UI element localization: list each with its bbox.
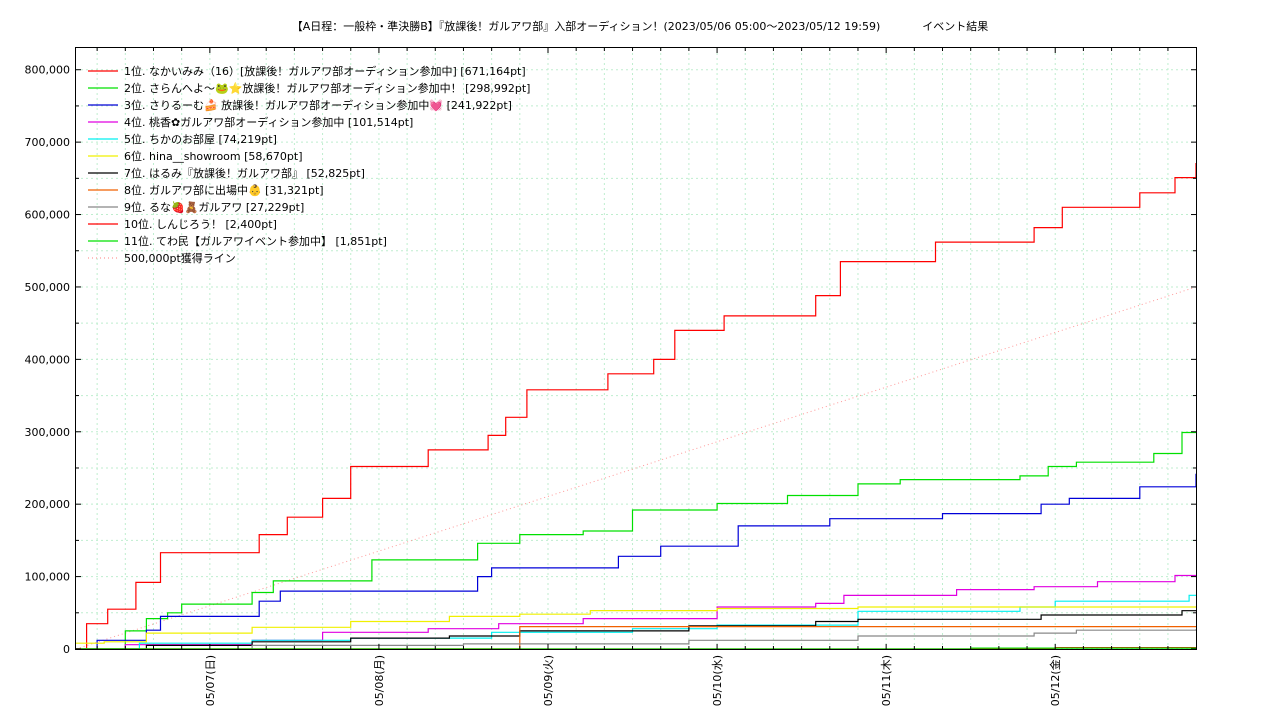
series-line-5 — [76, 594, 1196, 650]
y-tick-label: 700,000 — [25, 136, 71, 149]
legend: 1位. なかいみみ（16）[放課後！ガルアワ部オーディション参加中] [671,… — [88, 64, 530, 265]
y-tick-label: 200,000 — [25, 498, 71, 511]
legend-item: 8位. ガルアワ部に出場中👶 [31,321pt] — [124, 183, 324, 197]
legend-item: 7位. はるみ『放課後！ガルアワ部』 [52,825pt] — [124, 166, 365, 180]
legend-item: 2位. さらんへよ〜🐸⭐放課後！ガルアワ部オーディション参加中！ [298,99… — [124, 81, 530, 95]
x-tick-label: 05/07(日) — [204, 655, 217, 706]
goal-line-layer — [75, 286, 1197, 650]
legend-item: 6位. hina__showroom [58,670pt] — [124, 149, 302, 163]
x-tick-label: 05/08(月) — [373, 655, 386, 706]
series-line-4 — [76, 574, 1196, 650]
series-line-7 — [76, 610, 1196, 650]
legend-item: 11位. てわ民【ガルアワイベント参加中】 [1,851pt] — [124, 234, 387, 248]
series-line-9 — [76, 629, 1197, 650]
x-tick-label: 05/10(水) — [711, 655, 724, 706]
y-tick-label: 800,000 — [25, 64, 71, 77]
x-tick-label: 05/09(火) — [542, 655, 555, 706]
legend-item: 9位. るな🍓🧸ガルアワ [27,229pt] — [124, 200, 304, 214]
legend-item: 10位. しんじろう！ [2,400pt] — [124, 217, 277, 231]
series-line-goal — [75, 286, 1197, 650]
y-tick-label: 300,000 — [25, 426, 71, 439]
series-line-1 — [76, 163, 1197, 650]
legend-item: 5位. ちかのお部屋 [74,219pt] — [124, 132, 277, 146]
x-tick-label: 05/11(木) — [880, 655, 893, 706]
legend-item: 500,000pt獲得ライン — [124, 252, 236, 265]
legend-item: 4位. 桃香✿ガルアワ部オーディション参加中 [101,514pt] — [124, 115, 413, 129]
legend-item: 1位. なかいみみ（16）[放課後！ガルアワ部オーディション参加中] [671,… — [124, 64, 526, 78]
y-tick-label: 400,000 — [25, 353, 71, 366]
y-tick-label: 0 — [63, 643, 70, 656]
axes: 0 100,000 200,000 300,000 400,000 500,000 600,… — [25, 48, 1196, 706]
series-line-3 — [76, 473, 1197, 650]
y-tick-label: 100,000 — [25, 571, 71, 584]
y-tick-label: 500,000 — [25, 281, 71, 294]
series-line-2 — [76, 431, 1196, 650]
x-tick-label: 05/12(金) — [1048, 655, 1062, 706]
chart-title: 【A日程：一般枠・準決勝B】『放課後！ガルアワ部』入部オーディション！(2023… — [291, 20, 989, 33]
series-line-6 — [76, 606, 1197, 644]
y-tick-label: 600,000 — [25, 209, 71, 222]
plot-frame — [75, 47, 1197, 650]
legend-item: 3位. さりるーむ🍰 放課後！ガルアワ部オーディション参加中💓 [241,922… — [124, 98, 512, 112]
